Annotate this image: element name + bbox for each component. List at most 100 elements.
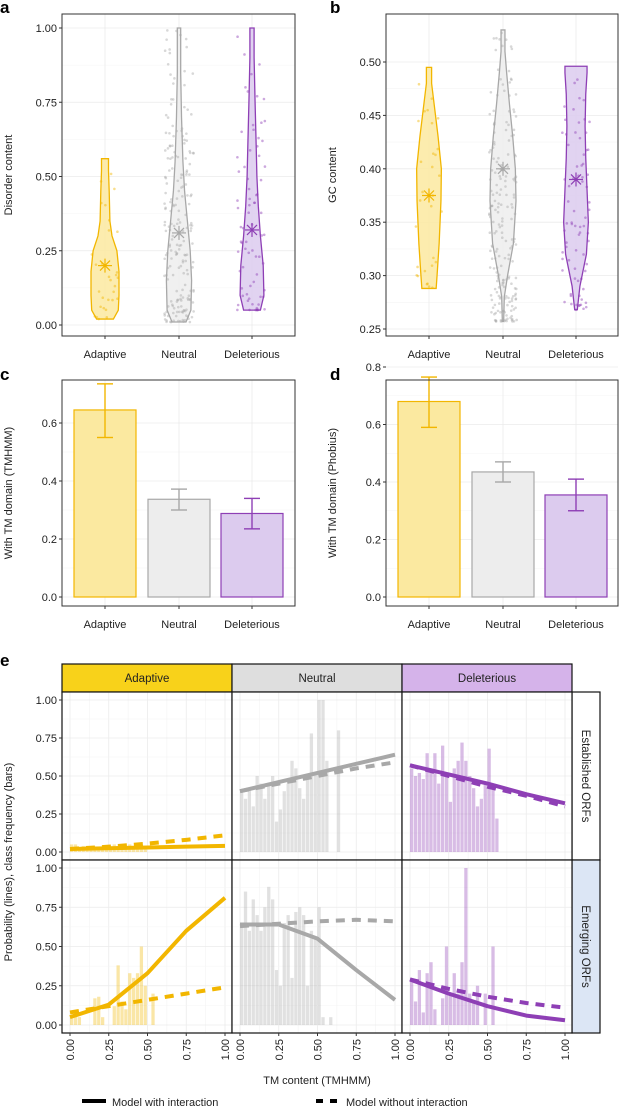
- jitter-point: [188, 162, 192, 166]
- jitter-point: [508, 300, 511, 304]
- jitter-point: [175, 252, 179, 256]
- jitter-point: [586, 173, 590, 176]
- jitter-point: [573, 81, 576, 85]
- jitter-point: [489, 204, 493, 208]
- jitter-point: [170, 238, 174, 241]
- jitter-point: [491, 245, 494, 248]
- jitter-point: [182, 320, 185, 323]
- jitter-point: [505, 295, 508, 298]
- jitter-point: [111, 298, 114, 302]
- histogram-bar: [456, 760, 460, 852]
- jitter-point: [500, 319, 504, 323]
- jitter-point: [500, 224, 504, 227]
- jitter-point: [509, 316, 512, 320]
- jitter-point: [578, 225, 582, 229]
- jitter-point: [185, 169, 189, 173]
- histogram-bar: [240, 922, 244, 1025]
- histogram-bar: [251, 899, 255, 1025]
- jitter-point: [578, 136, 582, 140]
- jitter-point: [431, 152, 435, 155]
- jitter-point: [574, 248, 578, 252]
- jitter-point: [164, 191, 167, 195]
- jitter-point: [163, 257, 166, 261]
- y-tick-label: 0.00: [36, 847, 57, 859]
- jitter-point: [506, 317, 509, 321]
- jitter-point: [175, 243, 179, 247]
- histogram-bar: [274, 821, 279, 852]
- jitter-point: [171, 304, 175, 308]
- jitter-point: [497, 302, 501, 305]
- y-tick-label: 0.2: [42, 534, 57, 546]
- jitter-point: [494, 250, 498, 253]
- jitter-point: [164, 207, 167, 211]
- jitter-point: [163, 312, 166, 315]
- jitter-point: [186, 298, 190, 302]
- jitter-point: [184, 37, 188, 41]
- model-with-interaction-line: [240, 922, 397, 1002]
- jitter-point: [102, 306, 106, 310]
- jitter-point: [173, 77, 176, 80]
- jitter-point: [192, 288, 195, 292]
- histogram-bar: [290, 977, 294, 1025]
- jitter-point: [189, 151, 192, 155]
- jitter-point: [114, 273, 118, 277]
- jitter-point: [494, 208, 497, 212]
- jitter-point: [181, 195, 184, 198]
- jitter-point: [179, 294, 183, 297]
- jitter-point: [561, 269, 564, 272]
- jitter-point: [238, 269, 242, 273]
- jitter-point: [493, 143, 496, 146]
- jitter-point: [170, 97, 173, 101]
- jitter-point: [163, 149, 167, 152]
- jitter-point: [504, 318, 507, 322]
- histogram-bar: [267, 783, 271, 852]
- model-with-interaction-line: [409, 977, 566, 1023]
- jitter-point: [504, 175, 508, 178]
- jitter-point: [585, 185, 589, 189]
- jitter-point: [496, 68, 500, 72]
- jitter-point: [417, 82, 421, 86]
- jitter-point: [104, 203, 107, 207]
- histogram-bar: [444, 776, 449, 852]
- jitter-point: [165, 251, 169, 255]
- jitter-point: [170, 222, 173, 226]
- strip-label-deleterious: Deleterious: [458, 673, 516, 685]
- jitter-point: [176, 305, 180, 309]
- bar-adaptive: [397, 400, 461, 598]
- jitter-point: [563, 178, 566, 181]
- jitter-point: [182, 271, 185, 275]
- jitter-point: [561, 257, 564, 261]
- histogram-bar: [302, 798, 306, 852]
- jitter-point: [489, 189, 493, 193]
- jitter-point: [495, 183, 498, 187]
- jitter-point: [507, 139, 511, 142]
- y-axis-label: With TM domain (TMHMM): [3, 427, 15, 559]
- histogram-bar: [321, 1017, 325, 1025]
- jitter-point: [175, 222, 179, 226]
- jitter-point: [185, 132, 188, 135]
- jitter-point: [581, 175, 584, 179]
- y-tick-label: 0.00: [36, 1020, 57, 1032]
- jitter-point: [498, 175, 502, 178]
- jitter-point: [585, 262, 589, 266]
- jitter-point: [171, 234, 175, 238]
- histogram-bar: [425, 973, 429, 1025]
- jitter-point: [573, 224, 577, 228]
- histogram-bar: [267, 886, 271, 1025]
- jitter-point: [257, 308, 260, 312]
- y-tick-label: 0.40: [360, 164, 381, 176]
- jitter-point: [175, 29, 178, 33]
- x-tick-label-deleterious: Deleterious: [548, 619, 604, 631]
- histogram-bar: [243, 891, 248, 1025]
- jitter-point: [257, 255, 261, 259]
- jitter-point: [105, 316, 109, 319]
- jitter-point: [244, 86, 247, 89]
- histogram-bar: [413, 776, 418, 852]
- jitter-point: [255, 306, 259, 310]
- jitter-point: [507, 257, 510, 261]
- jitter-point: [240, 241, 244, 245]
- jitter-point: [189, 221, 193, 225]
- jitter-point: [185, 226, 189, 230]
- jitter-point: [163, 220, 167, 224]
- jitter-point: [510, 299, 514, 303]
